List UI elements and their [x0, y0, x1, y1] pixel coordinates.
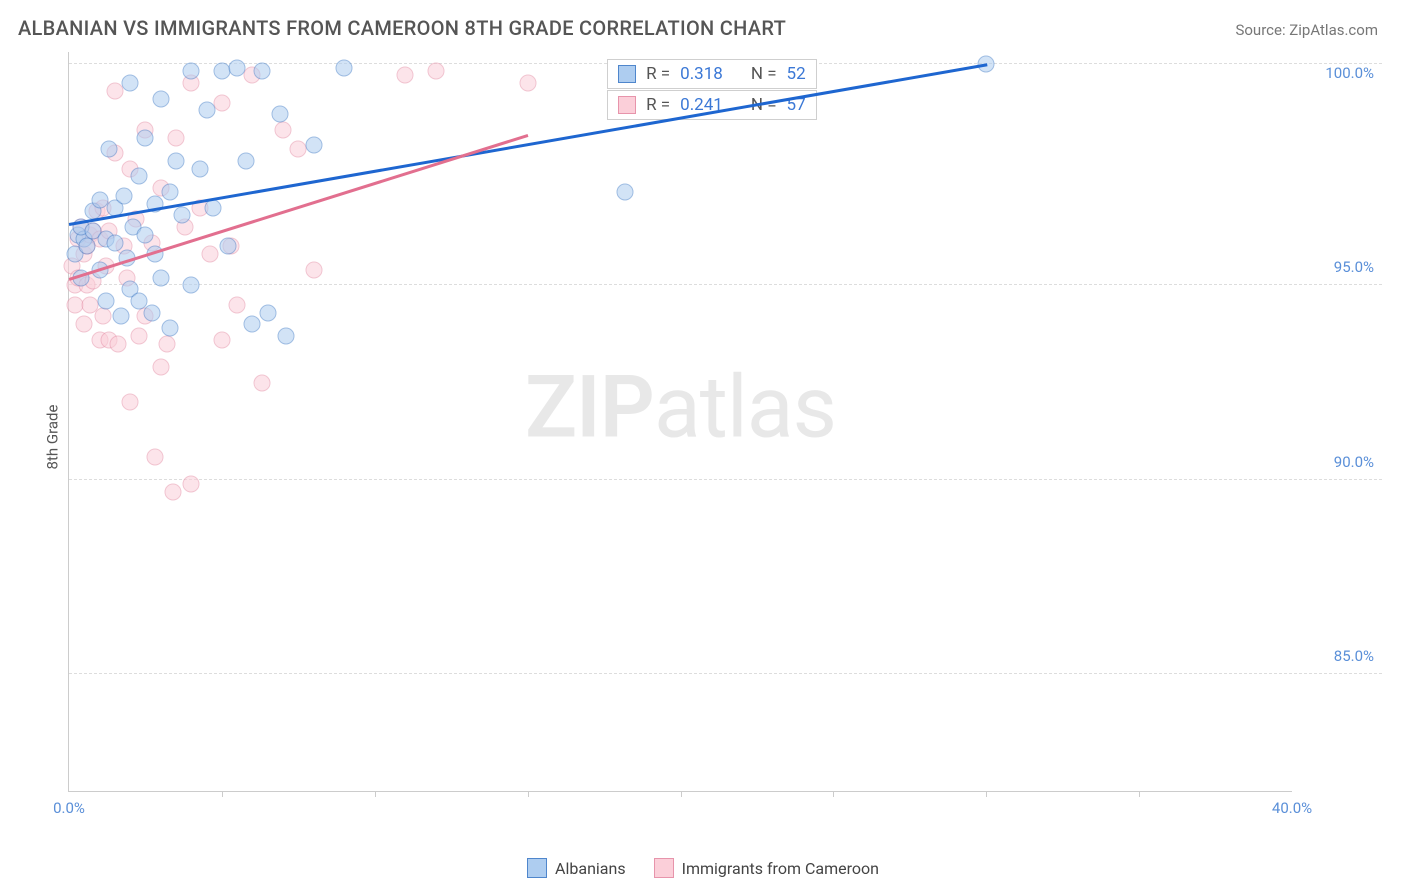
xtick-mark	[375, 791, 376, 797]
data-point-blue	[271, 106, 288, 123]
legend-item-blue: Albanians	[527, 858, 626, 878]
data-point-blue	[100, 141, 117, 158]
xtick-label: 0.0%	[53, 799, 85, 817]
gridline-h	[69, 284, 1382, 285]
data-point-pink	[229, 296, 246, 313]
data-point-blue	[183, 63, 200, 80]
stat-r-label: R =	[646, 95, 670, 115]
stat-r-label: R =	[646, 64, 670, 84]
gridline-h	[69, 673, 1382, 674]
data-point-blue	[131, 168, 148, 185]
data-point-blue	[244, 316, 261, 333]
data-point-pink	[146, 448, 163, 465]
data-point-blue	[161, 320, 178, 337]
y-axis-label: 8th Grade	[43, 405, 61, 470]
data-point-pink	[183, 475, 200, 492]
data-point-blue	[137, 129, 154, 146]
legend-swatch-pink	[654, 858, 674, 878]
data-point-blue	[137, 226, 154, 243]
stat-n-value: 52	[787, 64, 806, 84]
data-point-blue	[253, 63, 270, 80]
xtick-mark	[986, 791, 987, 797]
ytick-label: 95.0%	[1334, 258, 1374, 276]
xtick-mark	[528, 791, 529, 797]
data-point-blue	[174, 207, 191, 224]
data-point-blue	[79, 238, 96, 255]
data-point-blue	[305, 137, 322, 154]
xtick-label: 40.0%	[1272, 799, 1312, 817]
data-point-pink	[305, 261, 322, 278]
xtick-mark	[222, 791, 223, 797]
bottom-legend: Albanians Immigrants from Cameroon	[0, 858, 1406, 878]
data-point-pink	[397, 67, 414, 84]
ytick-label: 100.0%	[1325, 64, 1374, 82]
data-point-blue	[192, 160, 209, 177]
plot-wrapper: 8th Grade ZIPatlas 85.0%90.0%95.0%100.0%…	[50, 52, 1382, 822]
ytick-label: 90.0%	[1334, 453, 1374, 471]
data-point-blue	[259, 304, 276, 321]
data-point-blue	[143, 304, 160, 321]
data-point-blue	[336, 59, 353, 76]
gridline-h	[69, 479, 1382, 480]
data-point-pink	[253, 374, 270, 391]
data-point-pink	[213, 331, 230, 348]
legend-item-pink: Immigrants from Cameroon	[654, 858, 879, 878]
ytick-label: 85.0%	[1334, 647, 1374, 665]
stat-box-blue: R = 0.318 N = 52	[607, 59, 817, 89]
data-point-pink	[131, 327, 148, 344]
data-point-blue	[238, 152, 255, 169]
data-point-pink	[213, 94, 230, 111]
data-point-pink	[94, 308, 111, 325]
data-point-pink	[168, 129, 185, 146]
data-point-blue	[183, 277, 200, 294]
source-label: Source: ZipAtlas.com	[1235, 21, 1378, 39]
stat-swatch-blue	[618, 65, 636, 83]
xtick-mark	[681, 791, 682, 797]
data-point-pink	[164, 483, 181, 500]
plot-area: ZIPatlas 85.0%90.0%95.0%100.0%0.0%40.0%R…	[68, 52, 1292, 792]
stat-n-label: N =	[751, 64, 777, 84]
data-point-pink	[106, 82, 123, 99]
data-point-pink	[76, 316, 93, 333]
watermark-atlas: atlas	[654, 356, 836, 457]
data-point-blue	[229, 59, 246, 76]
legend-label: Immigrants from Cameroon	[682, 859, 879, 878]
data-point-pink	[427, 63, 444, 80]
data-point-blue	[204, 199, 221, 216]
data-point-blue	[219, 238, 236, 255]
data-point-blue	[152, 269, 169, 286]
legend-swatch-blue	[527, 858, 547, 878]
data-point-blue	[106, 234, 123, 251]
data-point-blue	[168, 152, 185, 169]
data-point-blue	[198, 102, 215, 119]
data-point-blue	[97, 292, 114, 309]
data-point-pink	[109, 335, 126, 352]
data-point-pink	[201, 246, 218, 263]
xtick-mark	[833, 791, 834, 797]
data-point-blue	[116, 187, 133, 204]
data-point-pink	[152, 359, 169, 376]
data-point-blue	[278, 327, 295, 344]
chart-title: ALBANIAN VS IMMIGRANTS FROM CAMEROON 8TH…	[18, 16, 786, 40]
data-point-blue	[152, 90, 169, 107]
stat-box-pink: R =0.241N =57	[607, 90, 817, 120]
legend-label: Albanians	[555, 859, 626, 878]
data-point-blue	[112, 308, 129, 325]
xtick-mark	[1139, 791, 1140, 797]
stat-r-value: 0.318	[680, 64, 723, 84]
data-point-pink	[122, 394, 139, 411]
data-point-pink	[519, 75, 536, 92]
data-point-pink	[275, 121, 292, 138]
stat-swatch-pink	[618, 96, 636, 114]
watermark-zip: ZIP	[525, 356, 654, 457]
watermark: ZIPatlas	[525, 356, 836, 457]
data-point-pink	[158, 335, 175, 352]
data-point-blue	[617, 184, 634, 201]
data-point-blue	[122, 75, 139, 92]
data-point-blue	[161, 184, 178, 201]
